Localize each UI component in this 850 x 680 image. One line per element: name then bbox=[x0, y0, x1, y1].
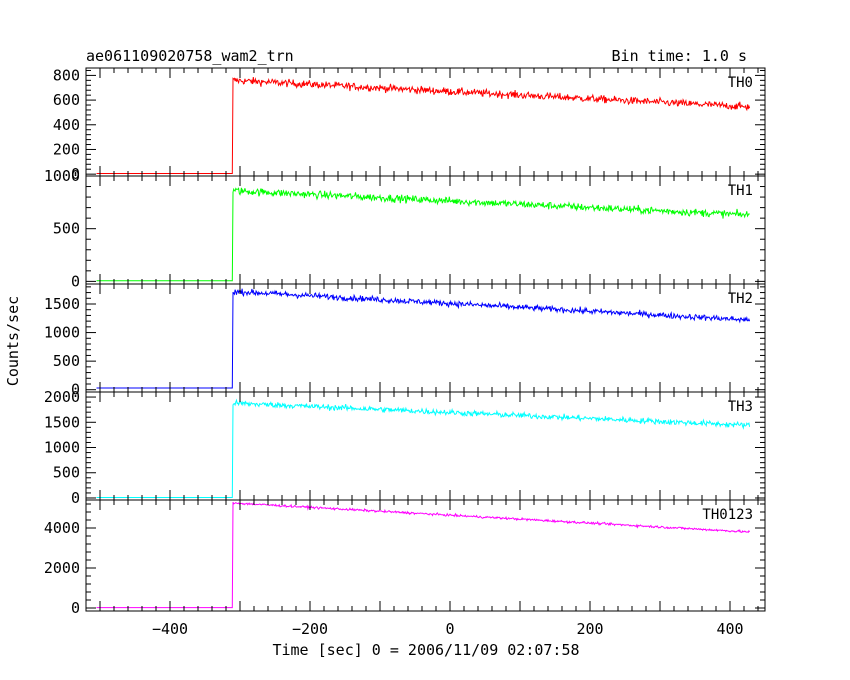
panel-frame bbox=[85, 391, 766, 501]
x-tick-label: −400 bbox=[152, 620, 188, 638]
x-tick-label: 0 bbox=[445, 620, 454, 638]
series-th3-line bbox=[96, 398, 751, 498]
chart-title: ae061109020758_wam2_trn bbox=[86, 47, 294, 65]
x-tick-label: −200 bbox=[292, 620, 328, 638]
y-tick-label: 2000 bbox=[44, 559, 80, 577]
series-th0123-line bbox=[96, 501, 751, 609]
y-tick-label: 0 bbox=[71, 599, 80, 617]
panel-th3: TH3 0 500 1000 1500 2000 bbox=[44, 388, 766, 507]
series-th2-line bbox=[96, 288, 751, 389]
panel-frame bbox=[85, 499, 766, 612]
panel-label-th0123: TH0123 bbox=[702, 507, 753, 523]
panel-th0: TH0 0 200 400 600 800 bbox=[53, 66, 766, 183]
panel-th1: TH1 0 500 1000 bbox=[44, 167, 766, 290]
y-tick-label: 500 bbox=[53, 220, 80, 238]
y-tick-label: 4000 bbox=[44, 519, 80, 537]
panel-label-th0: TH0 bbox=[728, 75, 753, 91]
panel-label-th1: TH1 bbox=[728, 183, 753, 199]
y-tick-label: 2000 bbox=[44, 388, 80, 406]
y-tick-label: 600 bbox=[53, 91, 80, 109]
y-tick-label: 0 bbox=[71, 272, 80, 290]
y-tick-label: 500 bbox=[53, 352, 80, 370]
y-tick-label: 1500 bbox=[44, 295, 80, 313]
y-tick-label: 200 bbox=[53, 140, 80, 158]
y-tick-label: 0 bbox=[71, 489, 80, 507]
series-th1-line bbox=[96, 187, 750, 282]
y-tick-label: 1000 bbox=[44, 439, 80, 457]
panel-frame bbox=[85, 67, 766, 177]
panel-frame bbox=[85, 283, 766, 393]
x-axis-label: Time [sec] 0 = 2006/11/09 02:07:58 bbox=[272, 641, 579, 659]
y-tick-label: 1000 bbox=[44, 324, 80, 342]
x-tick-label: 200 bbox=[576, 620, 603, 638]
panel-label-th3: TH3 bbox=[728, 399, 753, 415]
bin-time-label: Bin time: 1.0 s bbox=[612, 47, 747, 65]
series-th0-line bbox=[96, 77, 751, 174]
y-tick-label: 400 bbox=[53, 116, 80, 134]
panel-label-th2: TH2 bbox=[728, 291, 753, 307]
y-tick-label: 0 bbox=[71, 381, 80, 399]
y-tick-label: 0 bbox=[71, 165, 80, 183]
y-tick-label: 500 bbox=[53, 464, 80, 482]
panels-group: TH0 0 200 400 600 800 TH1 0 500 1000 TH2 0 500 1000 15… bbox=[44, 66, 766, 638]
y-axis-label: Counts/sec bbox=[4, 296, 22, 386]
x-tick-label: 400 bbox=[716, 620, 743, 638]
y-tick-label: 1500 bbox=[44, 413, 80, 431]
panel-frame bbox=[85, 175, 766, 285]
y-tick-label: 1000 bbox=[44, 167, 80, 185]
panel-th0123: TH0123 0 2000 4000 bbox=[44, 499, 766, 617]
y-tick-label: 800 bbox=[53, 66, 80, 84]
panel-th2: TH2 0 500 1000 1500 bbox=[44, 283, 766, 399]
